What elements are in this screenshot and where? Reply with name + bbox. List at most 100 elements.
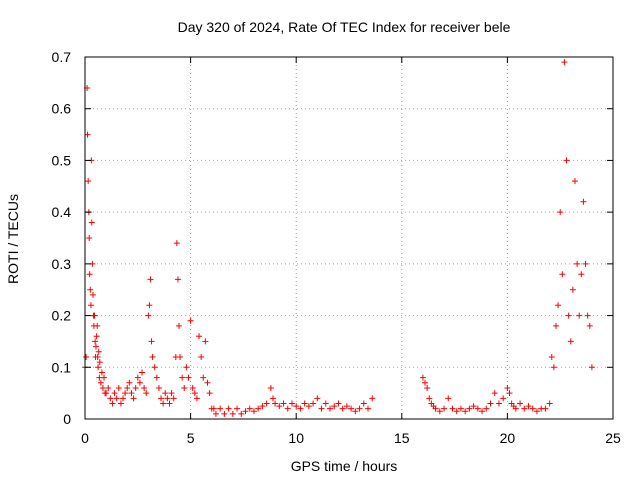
data-point bbox=[95, 364, 102, 371]
data-point bbox=[557, 209, 564, 216]
data-point bbox=[217, 405, 224, 412]
data-point bbox=[495, 400, 502, 407]
data-point bbox=[487, 400, 494, 407]
data-point bbox=[348, 405, 355, 412]
data-point bbox=[210, 405, 217, 412]
axis-ticks bbox=[84, 56, 614, 420]
x-tick-labels: 0 5 10 15 20 25 bbox=[81, 430, 621, 446]
data-point bbox=[175, 322, 182, 329]
data-point bbox=[242, 408, 249, 415]
data-point bbox=[225, 405, 232, 412]
data-point bbox=[170, 395, 177, 402]
data-point bbox=[107, 395, 114, 402]
data-point bbox=[145, 312, 152, 319]
data-point bbox=[569, 286, 576, 293]
data-point bbox=[426, 395, 433, 402]
data-points bbox=[82, 59, 595, 417]
data-point bbox=[582, 260, 589, 267]
data-point bbox=[479, 408, 486, 415]
data-point bbox=[563, 157, 570, 164]
data-point bbox=[419, 374, 426, 381]
x-tick-label: 20 bbox=[500, 430, 516, 446]
data-point bbox=[517, 400, 524, 407]
data-point bbox=[153, 374, 160, 381]
data-point bbox=[94, 353, 101, 360]
data-point bbox=[335, 400, 342, 407]
data-point bbox=[88, 219, 95, 226]
data-point bbox=[158, 395, 165, 402]
data-point bbox=[284, 405, 291, 412]
data-point bbox=[117, 400, 124, 407]
data-point bbox=[263, 400, 270, 407]
data-point bbox=[552, 322, 559, 329]
x-tick-label: 15 bbox=[394, 430, 410, 446]
data-point bbox=[255, 405, 262, 412]
data-point bbox=[546, 400, 553, 407]
data-point bbox=[305, 403, 312, 410]
data-point bbox=[588, 364, 595, 371]
data-point bbox=[98, 369, 105, 376]
y-tick-label: 0.1 bbox=[52, 359, 72, 375]
data-point bbox=[93, 333, 100, 340]
data-point bbox=[187, 317, 194, 324]
data-point bbox=[196, 333, 203, 340]
data-point bbox=[183, 364, 190, 371]
data-point bbox=[280, 400, 287, 407]
y-axis-label: ROTI / TECUs bbox=[5, 194, 21, 284]
data-point bbox=[179, 374, 186, 381]
x-axis-label: GPS time / hours bbox=[291, 458, 398, 474]
data-point bbox=[288, 400, 295, 407]
data-point bbox=[267, 384, 274, 391]
data-point bbox=[360, 400, 367, 407]
y-tick-label: 0.7 bbox=[52, 49, 72, 65]
data-point bbox=[149, 353, 156, 360]
data-point bbox=[164, 395, 171, 402]
data-point bbox=[94, 322, 101, 329]
data-point bbox=[310, 400, 317, 407]
data-point bbox=[126, 379, 133, 386]
data-point bbox=[204, 379, 211, 386]
data-point bbox=[92, 338, 99, 345]
data-point bbox=[120, 395, 127, 402]
data-point bbox=[352, 408, 359, 415]
data-point bbox=[91, 312, 98, 319]
y-tick-label: 0.3 bbox=[52, 256, 72, 272]
data-point bbox=[301, 400, 308, 407]
data-point bbox=[134, 374, 141, 381]
data-point bbox=[533, 408, 540, 415]
y-tick-label: 0.6 bbox=[52, 101, 72, 117]
data-point bbox=[470, 403, 477, 410]
x-tick-label: 0 bbox=[81, 430, 89, 446]
data-point bbox=[297, 405, 304, 412]
x-tick-label: 10 bbox=[288, 430, 304, 446]
data-point bbox=[90, 291, 97, 298]
data-point bbox=[122, 390, 129, 397]
data-point bbox=[293, 403, 300, 410]
data-point bbox=[148, 338, 155, 345]
x-tick-label: 25 bbox=[605, 430, 621, 446]
data-point bbox=[318, 405, 325, 412]
data-point bbox=[445, 395, 452, 402]
data-point bbox=[449, 405, 456, 412]
data-point bbox=[234, 405, 241, 412]
y-tick-label: 0.4 bbox=[52, 204, 72, 220]
data-point bbox=[565, 312, 572, 319]
data-point bbox=[559, 271, 566, 278]
data-point bbox=[466, 405, 473, 412]
data-point bbox=[128, 390, 135, 397]
data-point bbox=[160, 400, 167, 407]
data-point bbox=[584, 312, 591, 319]
data-point bbox=[525, 403, 532, 410]
data-point bbox=[561, 59, 568, 66]
data-point bbox=[92, 343, 99, 350]
data-point bbox=[115, 384, 122, 391]
data-point bbox=[529, 405, 536, 412]
data-point bbox=[500, 395, 507, 402]
data-point bbox=[542, 405, 549, 412]
data-point bbox=[326, 405, 333, 412]
data-point bbox=[483, 405, 490, 412]
data-point bbox=[343, 403, 350, 410]
data-point bbox=[185, 374, 192, 381]
data-point bbox=[365, 405, 372, 412]
